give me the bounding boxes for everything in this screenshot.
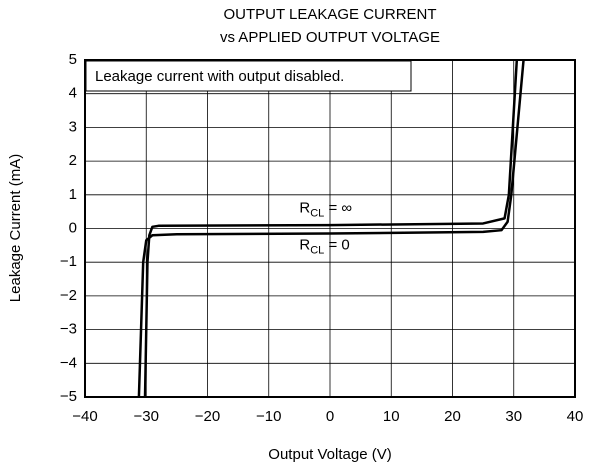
x-tick-label: −20 (195, 408, 220, 425)
series-label-rest: = ∞ (324, 199, 352, 216)
y-tick-label: 5 (69, 51, 77, 68)
y-tick-label: −3 (60, 321, 77, 338)
series-label: RCL = 0 (299, 236, 349, 256)
plot-frame (84, 59, 576, 398)
x-tick-label: 10 (383, 408, 400, 425)
series-label: RCL = ∞ (299, 199, 352, 219)
y-tick-label: 1 (69, 186, 77, 203)
y-tick-label: 0 (69, 219, 77, 236)
x-axis-label: Output Voltage (V) (268, 446, 391, 463)
annotation-box (85, 60, 412, 92)
series-label-rest: = 0 (324, 236, 349, 253)
y-axis-label: Leakage Current (mA) (7, 154, 24, 302)
chart-subtitle: vs APPLIED OUTPUT VOLTAGE (220, 29, 440, 46)
x-tick-label: 40 (567, 408, 584, 425)
x-tick-label: 0 (326, 408, 334, 425)
x-tick-label: −10 (256, 408, 281, 425)
chart-title: OUTPUT LEAKAGE CURRENT (223, 6, 436, 23)
y-tick-label: 2 (69, 152, 77, 169)
y-tick-label: 3 (69, 118, 77, 135)
series-label-sub: CL (310, 207, 324, 219)
y-tick-label: −1 (60, 253, 77, 270)
annotation: Leakage current with output disabled. (95, 68, 344, 85)
x-tick-label: 30 (505, 408, 522, 425)
series-line (137, 60, 525, 397)
y-tick-label: −5 (60, 388, 77, 405)
y-tick-label: 4 (69, 85, 77, 102)
series-label-sub: CL (310, 244, 324, 256)
x-tick-label: 20 (444, 408, 461, 425)
series-line (143, 60, 519, 397)
y-tick-label: −2 (60, 287, 77, 304)
x-tick-label: −30 (134, 408, 159, 425)
series-label-base: R (299, 236, 310, 253)
series-label-base: R (299, 199, 310, 216)
x-tick-label: −40 (72, 408, 97, 425)
y-tick-label: −4 (60, 354, 77, 371)
